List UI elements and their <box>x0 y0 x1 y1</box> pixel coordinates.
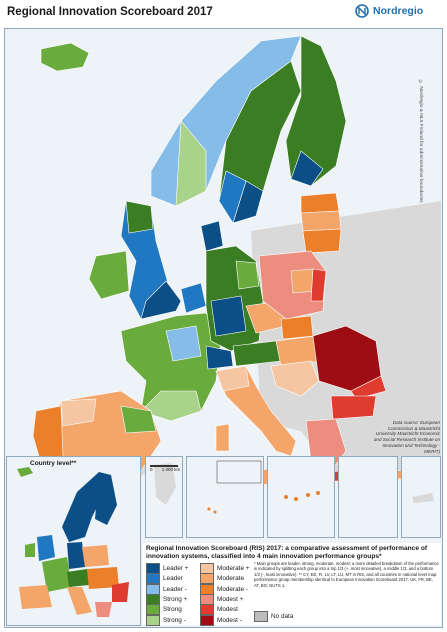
inset-greenland <box>145 456 183 538</box>
legend-title: Regional Innovation Scoreboard (RIS) 201… <box>146 545 428 560</box>
legend-label: Modest <box>217 606 238 614</box>
legend-swatch <box>146 614 160 626</box>
legend-item: Strong - <box>146 614 186 626</box>
inset-azores-madeira <box>186 456 264 538</box>
legend-label: Modest + <box>217 595 244 603</box>
legend-label: Moderate <box>217 575 244 583</box>
scale-zero: 0 <box>150 467 153 472</box>
inset-canary-islands <box>267 456 335 538</box>
legend-label: Modest - <box>217 616 242 624</box>
scale-bar: 0 1 000 km <box>150 465 180 472</box>
legend-swatch <box>200 614 214 626</box>
country-level-map <box>17 467 129 617</box>
legend-label: Strong + <box>163 595 188 603</box>
legend-no-data-label: No data <box>271 613 294 620</box>
nordregio-logo-icon <box>355 4 369 18</box>
copyright-notice: © Nordregio & NLS Finland for administra… <box>418 80 423 203</box>
europe-regional-map <box>32 35 441 486</box>
nordregio-logo: Nordregio <box>355 4 423 18</box>
legend-label: Strong - <box>163 616 186 624</box>
legend-label: Leader <box>163 575 183 583</box>
legend-item: Modest - <box>200 614 242 626</box>
scale-km: 1 000 km <box>161 467 181 472</box>
region-iceland <box>40 42 90 72</box>
map-title: Regional Innovation Scoreboard 2017 <box>7 6 213 18</box>
data-source: Data source: European Commission & Maast… <box>373 420 440 454</box>
legend <box>143 543 441 625</box>
logo-text: Nordregio <box>373 5 424 17</box>
inset-cyprus <box>401 456 441 538</box>
swatch-no-data <box>254 611 268 622</box>
legend-label: Leader - <box>163 585 187 593</box>
legend-footnote: * Main groups are leader, strong, modera… <box>254 561 439 588</box>
legend-label: Strong <box>163 606 182 614</box>
legend-label: Leader + <box>163 565 189 572</box>
legend-no-data: No data <box>254 611 293 622</box>
inset-reunion <box>338 456 398 538</box>
legend-label: Moderate - <box>217 585 248 593</box>
inset-country-label: Country level** <box>30 460 77 467</box>
inset-country-level <box>6 456 141 626</box>
legend-label: Moderate + <box>217 565 250 572</box>
